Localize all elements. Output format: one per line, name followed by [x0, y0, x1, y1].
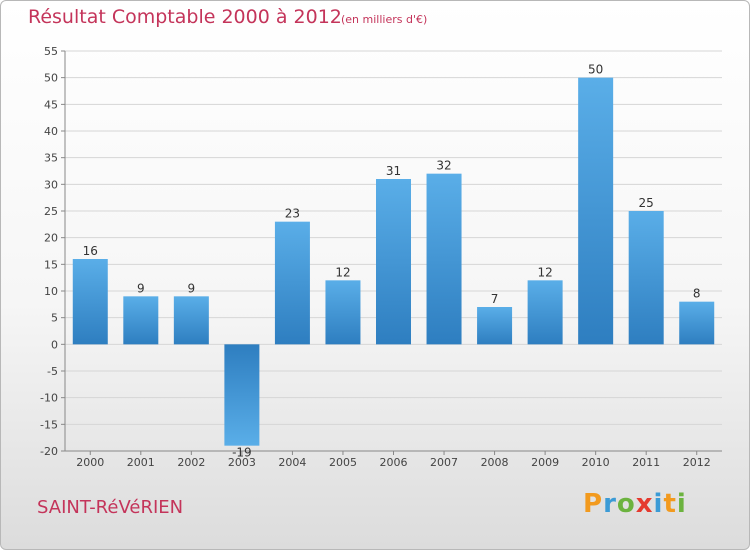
value-label-2007: 32: [436, 159, 451, 173]
value-label-2010: 50: [588, 63, 603, 77]
y-tick-label: 15: [44, 258, 58, 271]
bar-2002[interactable]: [173, 296, 209, 345]
value-label-2008: 7: [491, 292, 499, 306]
bar-2004[interactable]: [274, 221, 310, 345]
logo-letter: P: [583, 489, 604, 519]
logo-letter: x: [635, 489, 654, 519]
value-label-2006: 31: [386, 164, 401, 178]
logo-letter: i: [653, 489, 664, 519]
y-tick-label: 40: [44, 125, 58, 138]
bar-2009[interactable]: [527, 280, 563, 345]
labels: -20 -15 -10 -5 0 5 10 15 20 25 30 35 40 45 50 55 16 2000 9…: [40, 45, 711, 469]
y-tick-label: 55: [44, 45, 58, 58]
y-tick-label: 0: [51, 338, 58, 351]
x-tick-label-2000: 2000: [76, 456, 104, 469]
y-tick-label: -5: [47, 365, 58, 378]
y-tick-label: -20: [40, 445, 58, 458]
x-tick-label-2009: 2009: [531, 456, 559, 469]
value-label-2003: -19: [232, 446, 252, 460]
bar-2007[interactable]: [426, 173, 462, 345]
x-tick-label-2001: 2001: [127, 456, 155, 469]
y-tick-label: 50: [44, 72, 58, 85]
x-tick-label-2006: 2006: [380, 456, 408, 469]
value-label-2000: 16: [83, 244, 98, 258]
bar-2012[interactable]: [679, 301, 715, 345]
value-label-2002: 9: [188, 281, 196, 295]
logo-letter: r: [603, 489, 617, 519]
x-tick-label-2010: 2010: [582, 456, 610, 469]
commune-name: SAINT-RéVéRIEN: [37, 497, 184, 518]
x-tick-label-2011: 2011: [632, 456, 660, 469]
bar-2003[interactable]: [224, 344, 260, 446]
x-tick-label-2007: 2007: [430, 456, 458, 469]
y-tick-label: 30: [44, 178, 58, 191]
axes: [61, 50, 722, 455]
y-tick-label: 5: [51, 312, 58, 325]
y-tick-label: 35: [44, 152, 58, 165]
y-tick-label: 20: [44, 232, 58, 245]
bar-2001[interactable]: [123, 296, 159, 345]
value-label-2001: 9: [137, 281, 145, 295]
y-tick-label: -10: [40, 392, 58, 405]
x-tick-label-2008: 2008: [481, 456, 509, 469]
logo-letter: t: [663, 489, 677, 519]
value-label-2009: 12: [537, 265, 552, 279]
bar-2008[interactable]: [477, 307, 513, 345]
value-label-2004: 23: [285, 207, 300, 221]
chart-subtitle: (en milliers d'€): [341, 13, 428, 26]
value-label-2011: 25: [639, 196, 654, 210]
bar-2006[interactable]: [376, 179, 411, 345]
bar-2005[interactable]: [325, 280, 361, 345]
logo-letter: i: [676, 489, 687, 519]
chart-title: Résultat Comptable 2000 à 2012: [28, 6, 342, 28]
x-tick-label-2002: 2002: [177, 456, 205, 469]
value-label-2012: 8: [693, 287, 701, 301]
logo-letter: o: [616, 489, 636, 519]
x-tick-label-2005: 2005: [329, 456, 357, 469]
bar-2011[interactable]: [628, 211, 664, 345]
x-tick-label-2003: 2003: [228, 456, 256, 469]
bar-2010[interactable]: [578, 77, 614, 345]
bars: [72, 77, 715, 446]
y-tick-label: -15: [40, 418, 58, 431]
value-label-2005: 12: [335, 265, 350, 279]
proxiti-logo[interactable]: Proxiti: [583, 489, 687, 519]
y-tick-label: 10: [44, 285, 58, 298]
x-tick-label-2012: 2012: [683, 456, 711, 469]
x-tick-label-2004: 2004: [278, 456, 306, 469]
y-tick-label: 45: [44, 98, 58, 111]
bar-2000[interactable]: [72, 259, 108, 345]
y-tick-label: 25: [44, 205, 58, 218]
